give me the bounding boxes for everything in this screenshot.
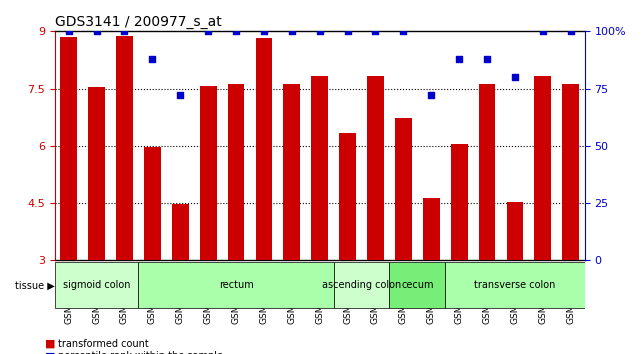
Bar [367, 76, 384, 260]
Point [426, 92, 437, 98]
Bar [256, 38, 272, 260]
Point [510, 74, 520, 80]
Point [119, 29, 129, 34]
Point [454, 56, 464, 62]
Point [147, 56, 158, 62]
Bar [283, 84, 300, 260]
Point [259, 29, 269, 34]
Text: rectum: rectum [219, 280, 253, 290]
Text: ■: ■ [45, 351, 55, 354]
Text: tissue ▶: tissue ▶ [15, 280, 54, 290]
FancyBboxPatch shape [390, 262, 445, 308]
Bar [312, 76, 328, 260]
FancyBboxPatch shape [54, 262, 138, 308]
Point [565, 29, 576, 34]
FancyBboxPatch shape [138, 262, 334, 308]
Text: percentile rank within the sample: percentile rank within the sample [58, 351, 222, 354]
Point [231, 29, 241, 34]
Point [342, 29, 353, 34]
Text: transformed count: transformed count [58, 339, 149, 349]
Bar [535, 76, 551, 260]
Bar [60, 37, 77, 260]
Point [287, 29, 297, 34]
Text: sigmoid colon: sigmoid colon [63, 280, 130, 290]
Bar [228, 84, 244, 260]
Point [203, 29, 213, 34]
Bar [116, 36, 133, 260]
Bar [562, 84, 579, 260]
Point [370, 29, 381, 34]
Text: transverse colon: transverse colon [474, 280, 556, 290]
Text: ascending colon: ascending colon [322, 280, 401, 290]
FancyBboxPatch shape [334, 262, 390, 308]
Point [482, 56, 492, 62]
Point [538, 29, 548, 34]
Bar [479, 84, 495, 260]
Text: GDS3141 / 200977_s_at: GDS3141 / 200977_s_at [54, 15, 222, 29]
Bar [88, 87, 105, 260]
Point [315, 29, 325, 34]
FancyBboxPatch shape [445, 262, 585, 308]
Point [63, 29, 74, 34]
Bar [451, 144, 467, 260]
Bar [144, 147, 161, 260]
Bar [395, 118, 412, 260]
Point [175, 92, 185, 98]
Bar [339, 133, 356, 260]
Point [92, 29, 102, 34]
Point [398, 29, 408, 34]
Text: cecum: cecum [401, 280, 433, 290]
Bar [506, 202, 523, 260]
Bar [200, 86, 217, 260]
Bar [423, 198, 440, 260]
Text: ■: ■ [45, 339, 55, 349]
Bar [172, 204, 188, 260]
